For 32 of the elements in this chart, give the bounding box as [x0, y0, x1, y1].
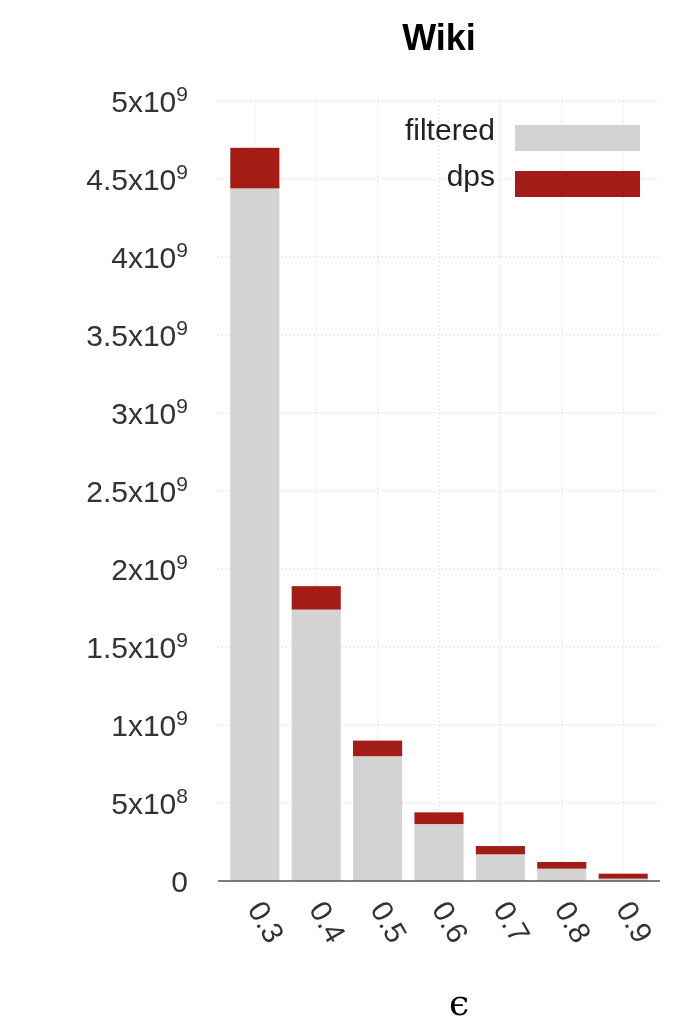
y-tick-label: 0	[171, 864, 188, 898]
y-tick-label: 2x10$^{9}$	[111, 549, 188, 586]
x-tick-label: 0.9	[609, 895, 660, 949]
x-tick-label: 0.6	[425, 895, 476, 949]
x-axis-title: ϵ	[448, 982, 470, 1023]
bar	[230, 147, 280, 189]
bar	[414, 824, 464, 881]
bar	[475, 846, 525, 855]
y-tick-label: 2.5x10$^{9}$	[86, 471, 188, 508]
y-tick-label: 4.5x10$^{9}$	[86, 159, 188, 196]
bar	[230, 188, 280, 881]
bar	[291, 586, 341, 610]
x-tick-label: 0.4	[303, 895, 353, 949]
y-tick-label: 5x10$^{9}$	[111, 81, 188, 118]
bar	[537, 861, 587, 869]
x-tick-label: 0.8	[548, 895, 599, 949]
bar	[414, 812, 464, 825]
legend-label: dps	[446, 159, 495, 192]
legend-label: filtered	[404, 113, 495, 146]
y-tick-label: 4x10$^{9}$	[111, 237, 188, 274]
y-tick-label: 3x10$^{9}$	[111, 393, 188, 430]
y-tick-label: 3.5x10$^{9}$	[86, 315, 188, 352]
x-tick-label: 0.5	[364, 895, 414, 949]
bar	[598, 873, 648, 879]
chart-title: Wiki	[402, 17, 476, 58]
y-tick-label: 1.5x10$^{9}$	[86, 627, 188, 664]
y-tick-label: 1x10$^{9}$	[111, 705, 188, 742]
bar	[475, 854, 525, 881]
bar	[353, 740, 403, 757]
y-tick-label: 5x10$^{8}$	[111, 783, 188, 820]
x-tick-label: 0.3	[241, 895, 292, 949]
x-tick-label: 0.7	[487, 895, 537, 949]
